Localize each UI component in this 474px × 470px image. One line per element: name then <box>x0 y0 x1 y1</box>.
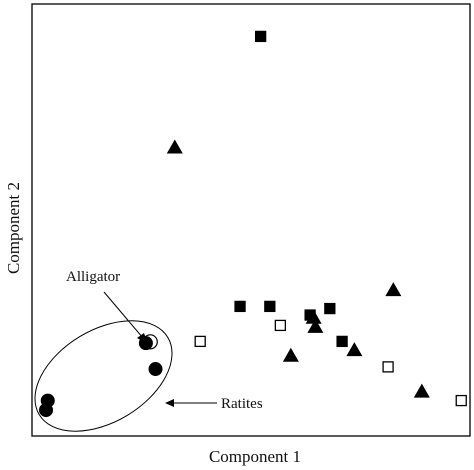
ratites-group-ellipse <box>34 320 173 432</box>
open-square-point-3 <box>382 361 394 373</box>
filled-square-point-2 <box>234 300 246 313</box>
alligator-arrow-line <box>103 291 144 339</box>
filled-triangle-point-4 <box>282 347 299 362</box>
filled-triangle-point-7 <box>413 383 430 398</box>
filled-circle-point-2 <box>148 362 163 377</box>
annotation-alligator: Alligator <box>66 269 120 285</box>
open-square-point-2 <box>274 319 286 332</box>
filled-triangle-point-6 <box>385 282 402 297</box>
data-marks <box>39 30 467 418</box>
filled-square-point-3 <box>264 300 276 313</box>
open-square-point-1 <box>194 335 206 348</box>
ratites-arrowhead <box>165 399 174 407</box>
alligator-arrowhead <box>137 333 148 344</box>
filled-triangle-point-5 <box>346 342 363 357</box>
y-axis-label: Component 2 <box>4 182 23 274</box>
annotation-ratites: Ratites <box>221 396 263 412</box>
x-axis-label: Component 1 <box>209 447 301 466</box>
filled-triangle-point-3 <box>307 318 324 333</box>
filled-square-point-1 <box>254 30 267 43</box>
open-circle-point-1 <box>142 334 158 350</box>
open-square-point-4 <box>455 394 467 407</box>
filled-circle-point-4 <box>39 403 54 418</box>
filled-square-point-6 <box>336 335 348 348</box>
filled-triangle-point-1 <box>166 139 183 154</box>
filled-triangle-point-2 <box>305 309 322 324</box>
filled-square-point-5 <box>324 302 336 315</box>
plot-frame <box>31 3 471 437</box>
